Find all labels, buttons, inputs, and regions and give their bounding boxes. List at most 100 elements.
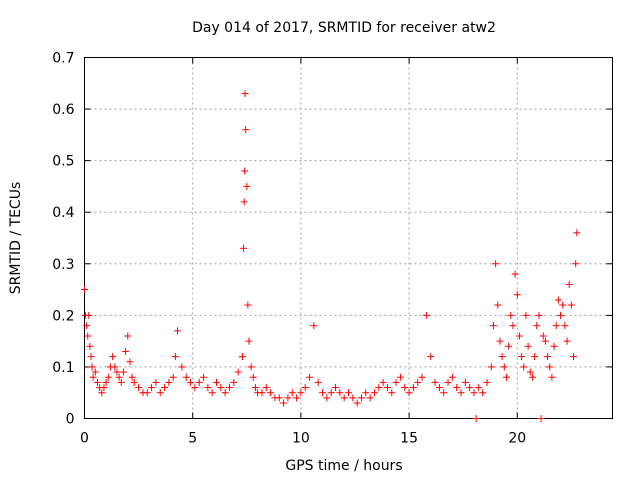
data-point xyxy=(178,363,186,371)
data-point xyxy=(526,368,534,376)
data-point xyxy=(565,280,573,288)
data-point xyxy=(513,291,521,299)
data-point xyxy=(457,389,465,397)
data-point xyxy=(336,389,344,397)
data-point xyxy=(238,353,246,361)
data-point xyxy=(375,384,383,392)
data-point xyxy=(306,373,314,381)
data-point xyxy=(102,378,110,386)
data-point xyxy=(511,270,519,278)
data-point xyxy=(297,389,305,397)
data-point xyxy=(531,353,539,361)
data-point xyxy=(366,394,374,402)
data-point xyxy=(362,389,370,397)
data-point xyxy=(88,363,96,371)
data-point xyxy=(498,353,506,361)
chart-title: Day 014 of 2017, SRMTID for receiver atw… xyxy=(192,20,496,36)
data-point xyxy=(280,399,288,407)
data-point xyxy=(559,301,567,309)
data-point xyxy=(539,332,547,340)
data-point xyxy=(550,342,558,350)
data-point xyxy=(572,260,580,268)
data-point xyxy=(470,389,478,397)
data-point xyxy=(243,182,251,190)
data-point xyxy=(310,322,318,330)
data-point xyxy=(230,378,238,386)
data-point xyxy=(91,368,99,376)
data-point xyxy=(113,368,121,376)
data-point xyxy=(487,363,495,371)
x-tick-label: 20 xyxy=(508,431,526,447)
y-tick-label: 0.3 xyxy=(52,257,74,273)
data-point xyxy=(379,378,387,386)
data-point xyxy=(353,399,361,407)
data-point xyxy=(409,384,417,392)
data-point xyxy=(191,384,199,392)
data-point xyxy=(104,373,112,381)
data-point xyxy=(122,347,130,355)
data-point xyxy=(128,373,136,381)
y-tick-label: 0.4 xyxy=(52,205,74,221)
data-point xyxy=(357,394,365,402)
data-point xyxy=(165,378,173,386)
data-point xyxy=(496,337,504,345)
data-point xyxy=(152,378,160,386)
data-point xyxy=(500,363,508,371)
data-point xyxy=(262,384,270,392)
data-point xyxy=(418,373,426,381)
data-point xyxy=(240,198,248,206)
data-point xyxy=(126,358,134,366)
x-tick-label: 10 xyxy=(292,431,310,447)
data-point xyxy=(422,311,430,319)
data-point xyxy=(537,415,545,422)
data-point xyxy=(83,322,91,330)
data-point xyxy=(234,368,242,376)
data-point xyxy=(546,363,554,371)
data-point xyxy=(241,167,249,175)
data-point xyxy=(86,342,94,350)
data-point xyxy=(533,322,541,330)
data-point xyxy=(401,384,409,392)
data-point xyxy=(249,373,257,381)
data-point xyxy=(245,337,253,345)
data-point xyxy=(217,384,225,392)
data-point xyxy=(548,373,556,381)
data-point xyxy=(148,384,156,392)
data-point xyxy=(258,389,266,397)
data-point xyxy=(85,311,93,319)
data-point xyxy=(174,327,182,335)
data-point xyxy=(492,260,500,268)
data-point xyxy=(370,389,378,397)
data-point xyxy=(169,373,177,381)
data-point xyxy=(161,384,169,392)
data-point xyxy=(483,378,491,386)
data-point xyxy=(448,373,456,381)
data-point xyxy=(98,389,106,397)
data-point xyxy=(520,363,528,371)
x-tick-label: 0 xyxy=(80,431,89,447)
data-point xyxy=(332,384,340,392)
data-point xyxy=(204,384,212,392)
data-point xyxy=(541,337,549,345)
y-tick-label: 0.1 xyxy=(52,360,74,376)
data-point xyxy=(518,353,526,361)
data-point xyxy=(225,384,233,392)
x-axis-label: GPS time / hours xyxy=(285,458,402,474)
data-point xyxy=(414,378,422,386)
data-point xyxy=(119,368,127,376)
data-point xyxy=(388,389,396,397)
data-point xyxy=(323,394,331,402)
data-point xyxy=(573,229,581,237)
y-tick-label: 0 xyxy=(66,412,75,428)
data-point xyxy=(241,90,249,98)
x-tick-label: 15 xyxy=(400,431,418,447)
data-point xyxy=(244,301,252,309)
data-point xyxy=(567,301,575,309)
data-point xyxy=(200,373,208,381)
data-point xyxy=(528,373,536,381)
data-point xyxy=(435,384,443,392)
data-point xyxy=(81,286,88,294)
data-point xyxy=(288,389,296,397)
data-point xyxy=(187,378,195,386)
